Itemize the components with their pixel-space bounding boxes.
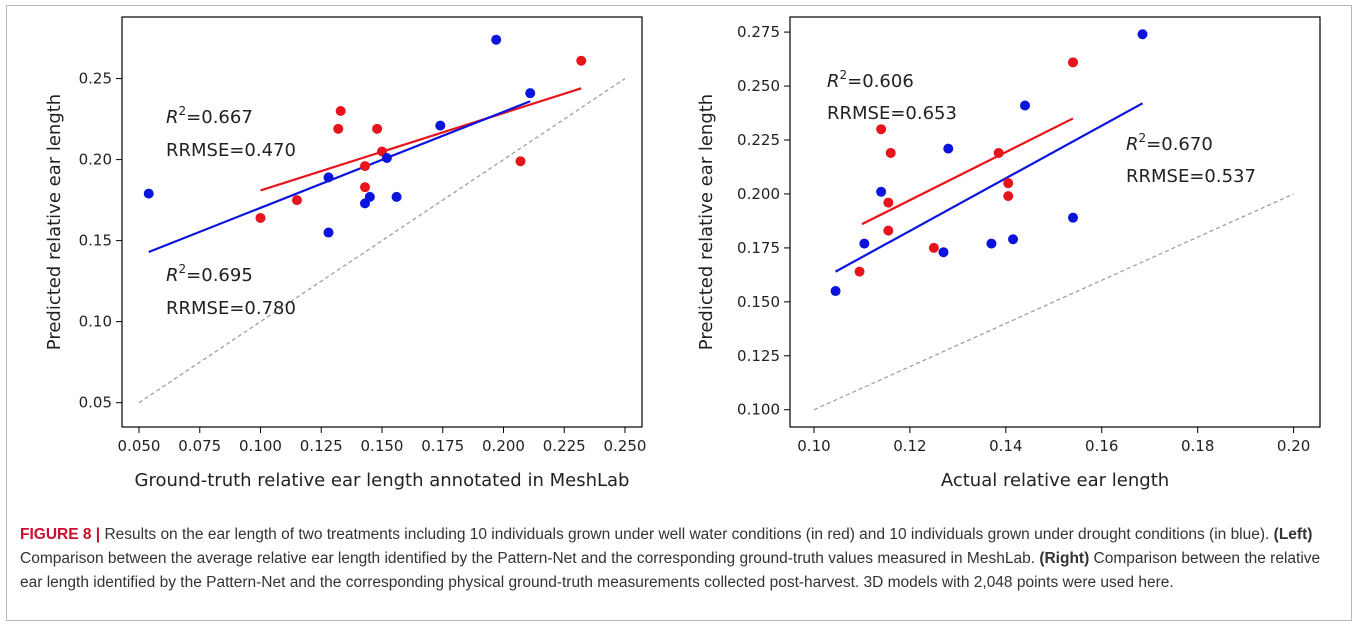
right-blue-point-7	[1020, 100, 1031, 111]
left-red-point-0	[255, 212, 266, 223]
right-blue-point-1	[859, 238, 870, 249]
left-y-tick-label-2: 0.15	[79, 232, 112, 250]
left-red-point-8	[515, 156, 526, 167]
right-x-tick-label-4: 0.18	[1181, 437, 1214, 455]
left-x-tick-label-2: 0.100	[239, 437, 282, 455]
left-blue-point-0	[143, 188, 154, 199]
left-annotation-bottom-rrmse: RRMSE=0.780	[166, 298, 296, 319]
right-red-fit-line	[861, 117, 1074, 226]
figure-frame	[6, 5, 1352, 621]
right-red-point-2	[883, 225, 894, 236]
right-y-tick-label-7: 0.275	[737, 23, 780, 41]
left-annotation-top-rrmse: RRMSE=0.470	[166, 140, 296, 161]
caption-text-left: Comparison between the average relative …	[20, 550, 1040, 567]
left-x-tick-label-6: 0.200	[482, 437, 525, 455]
figure-plots: 0.050 0.075 0.100 0.125 0.150 0.175 0.200 0.225…	[44, 16, 1321, 491]
right-red-point-0	[854, 266, 865, 277]
left-x-axis-label: Ground-truth relative ear length annotat…	[135, 470, 630, 491]
left-y-tick-label-3: 0.20	[79, 151, 112, 169]
right-red-point-1	[876, 124, 887, 135]
caption-text-right: Comparison between the relative ear leng…	[20, 550, 1321, 591]
left-x-tick-label-3: 0.125	[300, 437, 343, 455]
right-y-tick-label-4: 0.200	[737, 185, 780, 203]
right-y-tick-label-1: 0.125	[737, 347, 780, 365]
right-plot-area	[789, 16, 1321, 428]
left-blue-point-1	[323, 227, 334, 238]
right-x-tick-label-1: 0.12	[893, 437, 926, 455]
left-blue-point-2	[323, 172, 334, 183]
right-blue-point-2	[876, 186, 887, 197]
left-x-tick-label-1: 0.075	[178, 437, 221, 455]
right-blue-point-4	[943, 143, 954, 154]
left-y-axis-label: Predicted relative ear length	[44, 94, 65, 350]
right-annotation-bottom-r2: R2=0.670	[1126, 131, 1213, 155]
right-red-point-7	[1003, 178, 1014, 189]
caption-left-label: (Left)	[1273, 526, 1313, 543]
left-blue-point-4	[364, 191, 375, 202]
left-x-tick-label-0: 0.050	[118, 437, 161, 455]
right-red-point-6	[993, 147, 1004, 158]
right-x-tick-label-3: 0.16	[1085, 437, 1118, 455]
left-y-tick-label-4: 0.25	[79, 70, 112, 88]
left-x-tick-label-4: 0.150	[361, 437, 404, 455]
left-plot-area	[121, 16, 643, 428]
left-red-point-1	[291, 195, 302, 206]
right-red-point-9	[1067, 57, 1078, 68]
left-red-point-4	[359, 182, 370, 193]
right-red-point-8	[1003, 191, 1014, 202]
right-red-point-5	[928, 242, 939, 253]
right-annotation-bottom-rrmse: RRMSE=0.537	[1126, 166, 1256, 187]
right-x-tick-label-2: 0.14	[989, 437, 1022, 455]
right-blue-point-9	[1137, 29, 1148, 40]
left-red-point-3	[335, 105, 346, 116]
right-y-tick-label-2: 0.150	[737, 293, 780, 311]
right-reference-line	[813, 193, 1294, 411]
right-blue-point-3	[938, 247, 949, 258]
left-blue-fit-line	[148, 100, 531, 254]
left-reference-line	[138, 78, 626, 404]
right-annotation-top-r2: R2=0.606	[827, 68, 914, 92]
left-blue-point-5	[381, 152, 392, 163]
left-x-tick-label-7: 0.225	[543, 437, 586, 455]
right-annotation-top-rrmse: RRMSE=0.653	[827, 103, 957, 124]
left-y-tick-label-0: 0.05	[79, 394, 112, 412]
right-blue-point-5	[986, 238, 997, 249]
left-blue-point-8	[491, 34, 502, 45]
caption-right-label: (Right)	[1039, 550, 1090, 567]
left-blue-point-6	[391, 191, 402, 202]
right-y-tick-label-6: 0.250	[737, 77, 780, 95]
right-blue-point-0	[830, 286, 841, 297]
left-red-point-6	[372, 123, 383, 134]
right-red-point-3	[883, 197, 894, 208]
chart-left: 0.050 0.075 0.100 0.125 0.150 0.175 0.200 0.225…	[44, 16, 647, 491]
left-red-point-2	[333, 123, 344, 134]
left-blue-point-7	[435, 120, 446, 131]
right-y-tick-label-0: 0.100	[737, 401, 780, 419]
right-y-tick-label-3: 0.175	[737, 239, 780, 257]
figure-caption: FIGURE 8 | Results on the ear length of …	[20, 523, 1340, 595]
left-red-point-5	[359, 161, 370, 172]
left-red-point-9	[576, 55, 587, 66]
caption-text-intro: Results on the ear length of two treatme…	[100, 526, 1274, 543]
left-annotation-top-r2: R2=0.667	[166, 104, 253, 128]
right-y-axis-label: Predicted relative ear length	[696, 94, 717, 350]
right-blue-point-6	[1008, 234, 1019, 245]
left-x-tick-label-8: 0.250	[604, 437, 647, 455]
chart-right: 0.10 0.12 0.14 0.16 0.18 0.20 0.100 0.125 0.150 0…	[696, 16, 1321, 491]
right-x-tick-label-0: 0.10	[797, 437, 830, 455]
left-blue-point-9	[525, 88, 536, 99]
caption-figure-label: FIGURE 8 |	[20, 526, 101, 543]
right-x-axis-label: Actual relative ear length	[941, 470, 1169, 491]
left-x-tick-label-5: 0.175	[421, 437, 464, 455]
left-y-tick-label-1: 0.10	[79, 313, 112, 331]
left-red-fit-line	[260, 87, 582, 192]
right-blue-point-8	[1067, 212, 1078, 223]
right-x-tick-label-5: 0.20	[1277, 437, 1310, 455]
right-blue-fit-line	[835, 102, 1144, 273]
left-annotation-bottom-r2: R2=0.695	[166, 262, 253, 286]
right-red-point-4	[885, 147, 896, 158]
right-y-tick-label-5: 0.225	[737, 131, 780, 149]
